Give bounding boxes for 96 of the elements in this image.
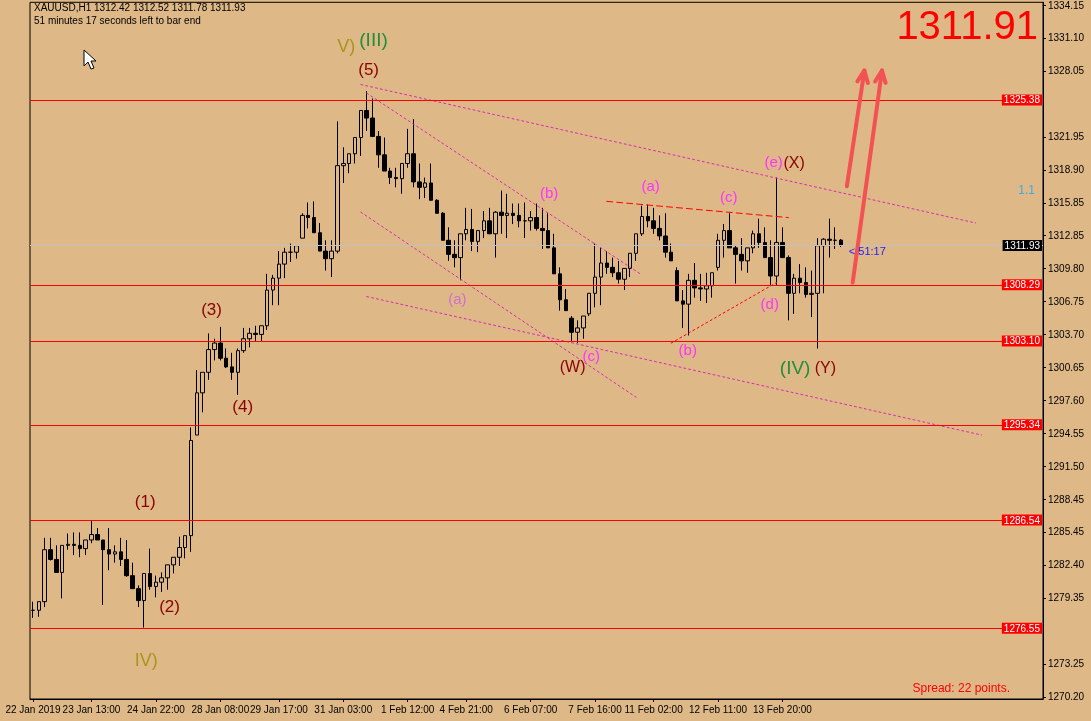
y-tick-label: 1270.20 (1048, 691, 1085, 703)
candlestick (66, 532, 70, 551)
candlestick (552, 233, 556, 275)
y-tick-label: 1273.25 (1048, 658, 1085, 670)
candlestick (640, 205, 644, 237)
y-tick-label: 1279.35 (1048, 592, 1085, 604)
x-tick-label: 29 Jan 17:00 (249, 703, 309, 715)
x-tick-label: 24 Jan 22:00 (126, 703, 186, 715)
y-tick-label: 1285.45 (1048, 526, 1085, 538)
annotation: (a) (641, 176, 660, 194)
annotation: (5) (358, 59, 380, 79)
ref-line-label: 1303.10 (1003, 335, 1041, 347)
candlestick (564, 288, 568, 312)
candlestick (113, 544, 117, 564)
candlestick (476, 230, 480, 253)
candlestick (558, 266, 562, 312)
annotation: (e) (764, 152, 783, 170)
y-tick-label: 1306.75 (1048, 295, 1085, 307)
ref-line-label: 1295.34 (1003, 419, 1041, 431)
annotation: (3) (201, 299, 222, 319)
x-tick-label: 31 Jan 03:00 (314, 703, 373, 715)
ref-line-label: 1308.29 (1003, 279, 1041, 291)
x-tick-label: 7 Feb 16:00 (568, 703, 623, 715)
candlestick (189, 426, 193, 553)
candlestick (511, 203, 515, 225)
x-tick-label: 6 Feb 07:00 (503, 703, 558, 715)
x-tick-label: 28 Jan 08:00 (191, 703, 250, 715)
candlestick (271, 274, 275, 306)
y-tick-label: 1297.60 (1048, 394, 1085, 406)
annotation: (b) (678, 340, 697, 358)
annotation: < 51:17 (848, 245, 886, 257)
y-tick-label: 1331.10 (1048, 32, 1085, 44)
annotation: (III) (359, 28, 388, 50)
annotation: (X) (783, 153, 805, 171)
candlestick (587, 292, 591, 317)
candlestick (517, 203, 521, 228)
candlestick (593, 243, 597, 308)
candlestick (312, 200, 316, 234)
x-tick-label: 22 Jan 2019 (5, 703, 61, 715)
y-tick-label: 1282.40 (1048, 559, 1085, 571)
y-tick-label: 1294.55 (1048, 427, 1085, 439)
annotation: (4) (232, 396, 254, 416)
candlestick (833, 226, 837, 250)
annotation: V) (337, 36, 356, 56)
candlestick (470, 208, 474, 252)
y-tick-label: 1315.85 (1048, 197, 1085, 209)
y-tick-label: 1321.95 (1048, 131, 1085, 143)
annotation: IV) (134, 650, 158, 670)
candlestick (429, 162, 433, 201)
annotation: (2) (159, 596, 180, 616)
x-tick-label: 23 Jan 13:00 (62, 703, 121, 715)
annotation: 1311.91 (896, 3, 1038, 47)
x-tick-label: 4 Feb 21:00 (439, 703, 494, 715)
candlestick (394, 167, 398, 188)
annotation: 1.1 (1018, 183, 1036, 197)
y-tick-label: 1303.70 (1048, 328, 1085, 340)
y-tick-label: 1309.80 (1048, 262, 1085, 274)
candlestick (230, 352, 234, 381)
y-tick-label: 1300.65 (1048, 361, 1085, 373)
annotation: (IV) (779, 356, 811, 378)
candlestick (710, 272, 714, 299)
y-tick-label: 1291.50 (1048, 460, 1085, 472)
ref-line-label: 1311.93 (1004, 239, 1041, 251)
annotation: (a) (448, 289, 467, 307)
annotation: (c) (720, 187, 738, 205)
annotation: Spread: 22 points. (912, 681, 1010, 695)
ref-line-label: 1325.38 (1003, 94, 1041, 106)
candlestick (716, 233, 720, 272)
text: 51 minutes 17 seconds left to bar end (34, 14, 201, 26)
candlestick (107, 527, 111, 571)
candlestick (72, 531, 76, 556)
x-tick-label: 12 Feb 11:00 (688, 703, 748, 715)
x-tick-label: 11 Feb 02:00 (624, 703, 684, 715)
annotation: (Y) (814, 358, 837, 376)
candlestick (675, 266, 679, 302)
candlestick (839, 238, 843, 248)
candlestick (757, 218, 761, 249)
chart-title: XAUUSD,H1 1312.42 1312.52 1311.78 1311.93 (34, 1, 246, 13)
annotation: (d) (760, 294, 779, 312)
y-tick-label: 1288.45 (1048, 493, 1085, 505)
candlestick (353, 137, 357, 164)
candlestick (435, 198, 439, 214)
candlestick (148, 548, 152, 591)
annotation: (1) (134, 491, 156, 511)
x-tick-label: 1 Feb 12:00 (380, 703, 435, 715)
y-tick-label: 1318.90 (1048, 164, 1085, 176)
y-tick-label: 1328.05 (1048, 65, 1085, 77)
x-tick-label: 13 Feb 20:00 (752, 703, 813, 715)
ref-line-label: 1276.55 (1003, 622, 1041, 634)
ref-line-label: 1286.54 (1003, 514, 1041, 526)
y-tick-label: 1312.85 (1048, 229, 1085, 241)
annotation: (b) (540, 183, 559, 201)
candlestick (798, 263, 802, 294)
y-tick-label: 1334.15 (1048, 0, 1085, 11)
candlestick (634, 233, 638, 262)
candlestick (599, 247, 603, 306)
